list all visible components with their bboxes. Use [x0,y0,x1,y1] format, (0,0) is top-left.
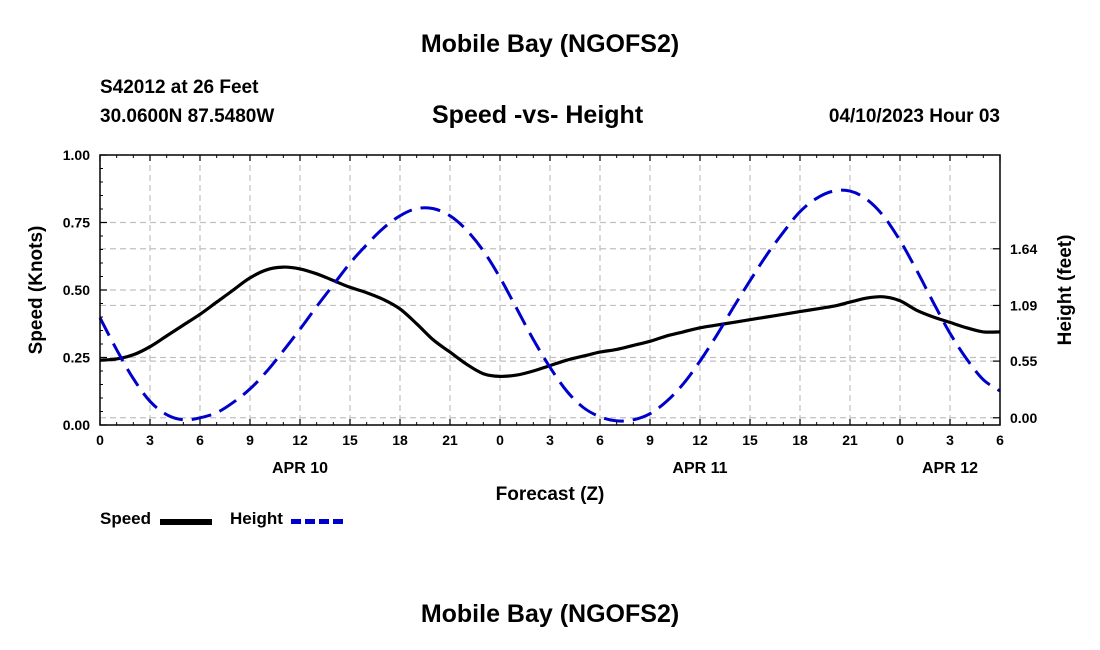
x-tick-label: 6 [196,432,204,448]
height-series-line [98,188,1001,423]
x-tick-label: 3 [546,432,554,448]
grid-lines [100,155,1000,425]
footer-title: Mobile Bay (NGOFS2) [420,600,680,628]
coordinates-label: 30.0600N 87.5480W [100,106,275,127]
x-tick-label: 6 [596,432,604,448]
y2-tick-label: 0.00 [1010,410,1037,426]
x-tick-label: 0 [496,432,504,448]
y-axis-label: Speed (Knots) [26,226,47,355]
x-date-label: APR 11 [672,460,727,477]
x-tick-label: 12 [292,432,308,448]
x-tick-label: 3 [146,432,154,448]
y2-tick-label: 1.64 [1010,241,1037,257]
x-tick-label: 18 [792,432,808,448]
x-tick-label: 0 [96,432,104,448]
y2-axis-label: Height (feet) [1055,235,1076,346]
x-tick-label: 15 [342,432,358,448]
y2-tick-label: 1.09 [1010,297,1037,313]
legend-speed-label: Speed [100,509,152,528]
y-tick-label: 0.00 [63,417,90,433]
chart-title: Speed -vs- Height [432,101,644,129]
legend-speed-swatch [160,519,212,525]
x-tick-label: 18 [392,432,408,448]
series-layer [98,188,1001,423]
x-tick-label: 21 [442,432,458,448]
x-tick-label: 15 [742,432,758,448]
timestamp-label: 04/10/2023 Hour 03 [828,106,1000,127]
page-title: Mobile Bay (NGOFS2) [420,30,680,58]
x-axis-label: Forecast (Z) [496,484,605,505]
y2-tick-label: 0.55 [1010,353,1037,369]
x-date-label: APR 12 [922,460,978,477]
x-tick-label: 12 [692,432,708,448]
x-tick-label: 9 [246,432,254,448]
x-tick-label: 3 [946,432,954,448]
x-tick-label: 6 [996,432,1004,448]
y-tick-label: 0.50 [63,282,90,298]
legend-height-swatch [291,519,343,524]
legend-height-label: Height [230,509,283,528]
x-date-label: APR 10 [272,460,328,477]
station-label: S42012 at 26 Feet [100,77,259,98]
y-tick-label: 1.00 [63,147,90,163]
x-tick-label: 21 [842,432,858,448]
y-tick-label: 0.75 [63,215,90,231]
y-tick-label: 0.25 [63,350,90,366]
x-tick-label: 0 [896,432,904,448]
axes: 0 3 6 9 12 15 18 21 0 3 6 9 12 15 18 21 0 3 6 APR 10 APR 11 A… [63,147,1038,477]
x-tick-label: 9 [646,432,654,448]
